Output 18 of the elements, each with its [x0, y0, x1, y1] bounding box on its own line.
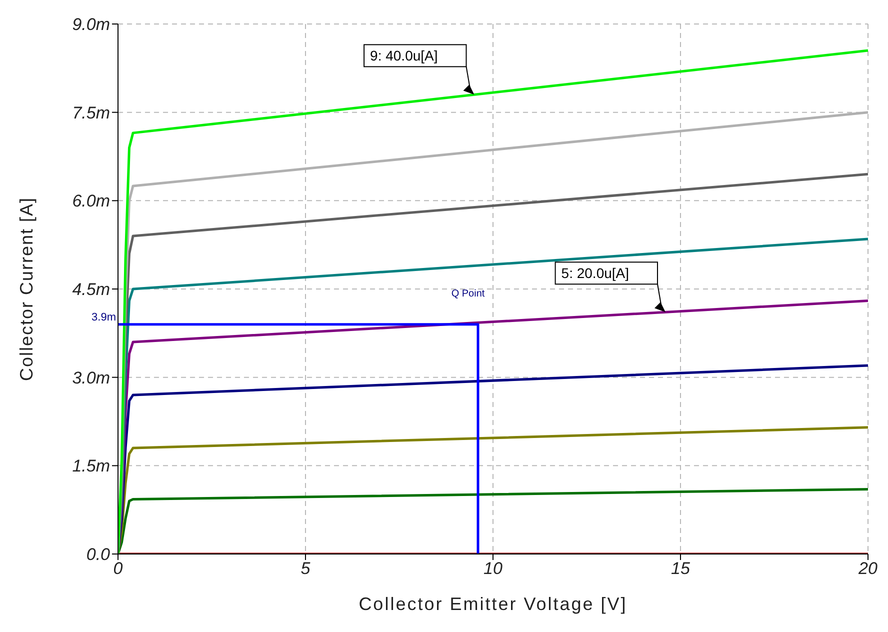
y-tick-label: 9.0m: [72, 15, 110, 34]
x-tick-label: 15: [671, 559, 690, 578]
y-tick-label: 1.5m: [72, 456, 110, 476]
x-tick-label: 0: [113, 559, 124, 578]
x-tick-label: 20: [858, 559, 878, 578]
y-tick-label: 6.0m: [72, 192, 110, 211]
text: 5: 20.0u[A]: [561, 265, 630, 282]
y-axis-title: Collector Current [A]: [16, 196, 36, 382]
y-tick-label: 3.0m: [72, 368, 110, 388]
text: Q Point: [451, 288, 485, 300]
x-tick-label: 5: [300, 559, 311, 578]
x-axis-title: Collector Emitter Voltage [V]: [358, 594, 628, 614]
text: 9: 40.0u[A]: [370, 48, 438, 64]
annotation: 3.9m: [92, 311, 116, 324]
y-tick-label: 7.5m: [72, 103, 110, 122]
y-tick-label: 4.5m: [72, 280, 110, 300]
y-tick-label: 0.0: [86, 545, 111, 564]
x-tick-label: 10: [484, 559, 503, 578]
